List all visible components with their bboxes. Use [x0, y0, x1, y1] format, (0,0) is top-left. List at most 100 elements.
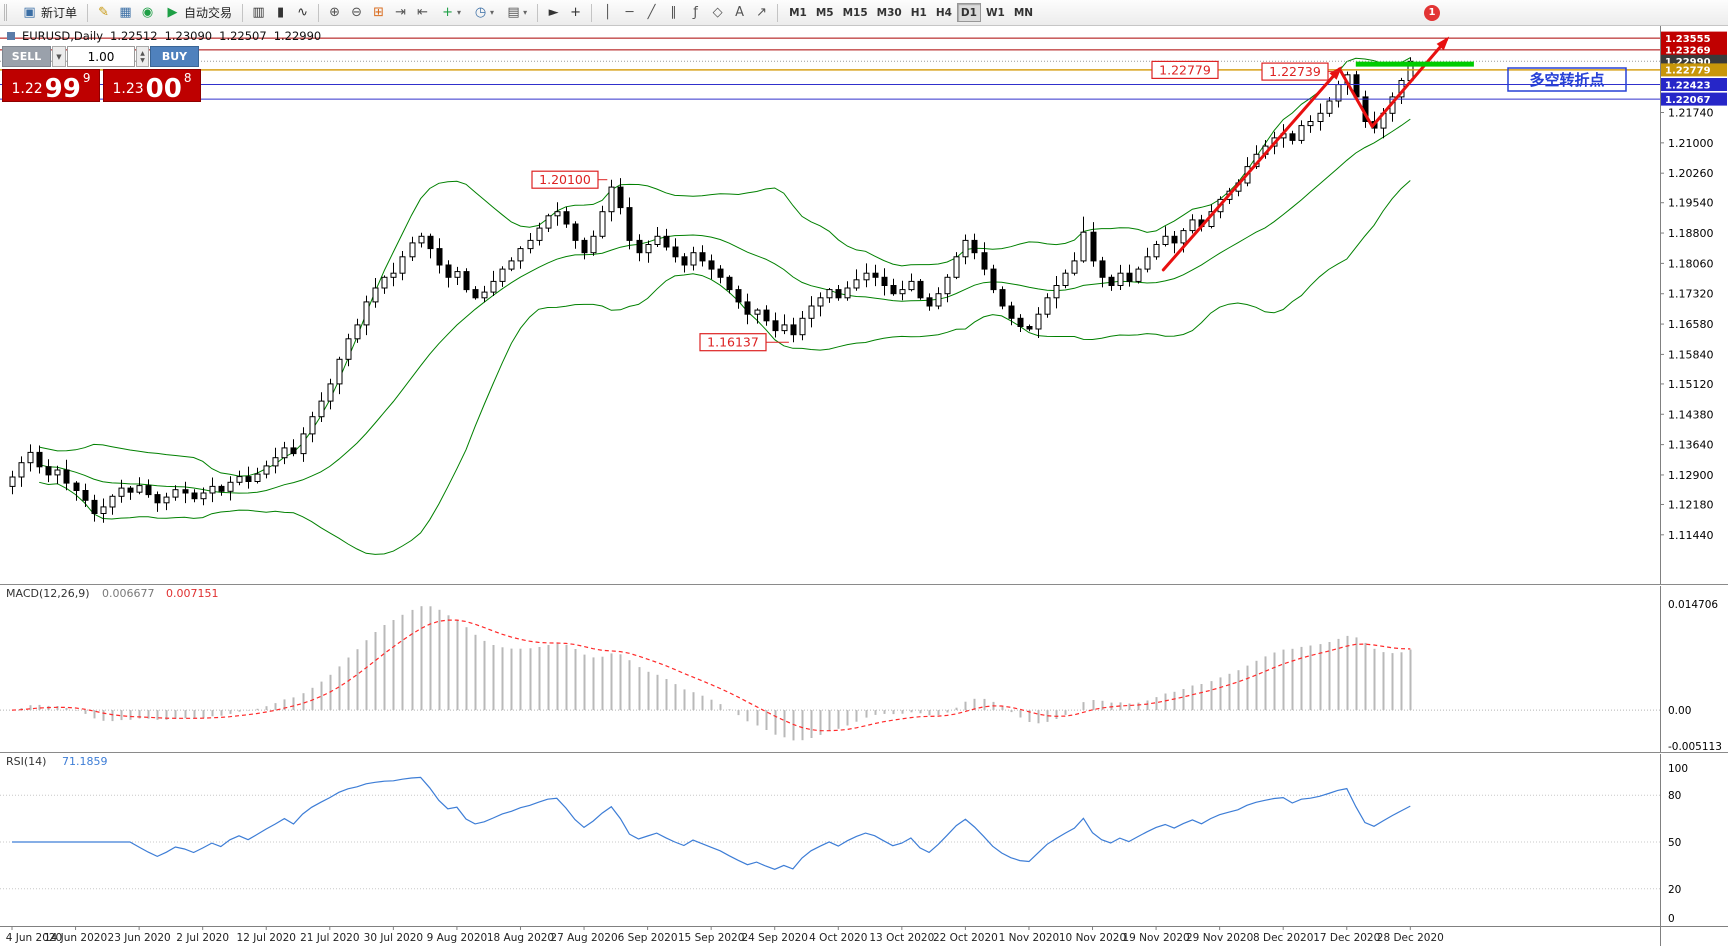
metaeditor-icon[interactable]: ✎	[98, 5, 109, 20]
timeframe-button-m30[interactable]: M30	[873, 3, 906, 22]
ask-pipette: 8	[183, 71, 192, 85]
price-label-text: 1.16137	[707, 335, 759, 350]
timeframe-button-h4[interactable]: H4	[932, 3, 956, 22]
autotrading-icon: ▶	[167, 5, 178, 20]
chart-icon	[7, 32, 15, 40]
tile-windows-icon[interactable]: ⊞	[373, 5, 384, 20]
note-annotation[interactable]: 多空转折点	[1507, 67, 1627, 92]
chevron-down-icon: ▾	[457, 8, 462, 17]
date-label: 18 Aug 2020	[487, 932, 554, 944]
arrow-tool-icon[interactable]: ↗	[756, 5, 768, 20]
autotrading-button[interactable]: ▶ 自动交易	[159, 2, 237, 23]
toolbar: ▣ 新订单 ✎ ▦ ◉ ▶ 自动交易 ▥ ▮ ∿ ⊕ ⊖ ⊞ ⇥ ⇤ + ▾ ◷…	[0, 0, 1728, 26]
date-label: 9 Aug 2020	[427, 932, 488, 944]
price-label-text: 1.22779	[1159, 62, 1211, 77]
order-type-dropdown-icon[interactable]: ▼	[52, 46, 66, 67]
bid-pips: 99	[44, 73, 81, 104]
vertical-line-icon[interactable]: │	[603, 5, 612, 20]
price-tick-label: 1.12900	[1668, 469, 1714, 482]
shapes-icon[interactable]: ◇	[712, 5, 723, 20]
price-tick-label: 1.18060	[1668, 257, 1714, 270]
price-label-box	[531, 170, 599, 189]
chart-shift-icon[interactable]: ⇤	[417, 5, 428, 20]
timeframe-button-h1[interactable]: H1	[907, 3, 931, 22]
timeframe-button-m1[interactable]: M1	[785, 3, 811, 22]
buy-button[interactable]: BUY	[150, 46, 199, 67]
date-label: 8 Dec 2020	[1253, 932, 1313, 944]
crosshair-icon[interactable]: +	[570, 5, 582, 20]
toolbar-grip[interactable]	[4, 4, 12, 21]
svg-text:1.23269: 1.23269	[1665, 46, 1711, 57]
auto-scroll-icon[interactable]: ⇥	[395, 5, 406, 20]
strategy-tester-icon[interactable]: ▦	[119, 5, 132, 20]
timeframe-button-mn[interactable]: MN	[1010, 3, 1037, 22]
price-label-text: 1.22739	[1269, 64, 1321, 79]
rsi-line	[12, 776, 1411, 870]
templates-button[interactable]: ▤ ▾	[500, 2, 532, 23]
stepper-down-icon[interactable]: ▼	[140, 56, 145, 64]
zoom-out-icon[interactable]: ⊖	[351, 5, 362, 20]
macd-panel: MACD(12,26,9) 0.006677 0.007151 0.014706 0.0…	[0, 587, 1722, 753]
channel-icon[interactable]: ∥	[670, 5, 677, 20]
autotrading-label: 自动交易	[184, 6, 233, 20]
periods-button[interactable]: ◷ ▾	[467, 2, 499, 23]
buy-price-button[interactable]: 1.23 00 8	[103, 69, 201, 102]
sell-price-button[interactable]: 1.22 99 9	[2, 69, 100, 102]
price-label-boxes[interactable]: 1.20100 1.16137 1.22779 1.22739	[531, 60, 1343, 352]
panel-separators[interactable]	[0, 584, 1728, 927]
price-tick-label: 1.16580	[1668, 318, 1714, 331]
svg-text:100: 100	[1668, 763, 1688, 775]
indicators-button[interactable]: + ▾	[434, 2, 466, 23]
timeframe-toolbar: M1 M5 M15 M30 H1 H4 D1 W1 MN	[785, 3, 1037, 22]
price-axis: 1.21740 1.21000 1.20260 1.19540 1.18800 1.180…	[1660, 26, 1727, 946]
timeframe-button-m5[interactable]: M5	[812, 3, 838, 22]
svg-text:1.22779: 1.22779	[1665, 66, 1711, 77]
date-label: 12 Jul 2020	[237, 932, 296, 944]
macd-label: MACD(12,26,9)	[6, 587, 90, 600]
bid-pipette: 9	[82, 71, 91, 85]
bid-base: 1.22	[11, 81, 43, 97]
price-tag-1.22423	[1661, 78, 1727, 92]
horizontal-lines[interactable]	[0, 37, 1660, 100]
chevron-down-icon: ▾	[490, 8, 495, 17]
horizontal-line-icon[interactable]: ─	[625, 5, 634, 20]
volume-input[interactable]	[67, 46, 135, 67]
price-tick-label: 1.21740	[1668, 107, 1714, 120]
stepper-up-icon[interactable]: ▲	[140, 49, 145, 57]
price-tick-label: 1.12180	[1668, 498, 1714, 511]
price-tick-label: 1.18800	[1668, 227, 1714, 240]
date-label: 2 Jul 2020	[176, 932, 229, 944]
new-order-button[interactable]: ▣ 新订单	[16, 2, 82, 23]
timeframe-button-m15[interactable]: M15	[839, 3, 872, 22]
candlestick-chart-icon[interactable]: ▮	[276, 5, 285, 20]
text-tool-icon[interactable]: A	[735, 5, 745, 20]
date-label: 23 Jun 2020	[108, 932, 171, 944]
cursor-icon[interactable]: ►	[548, 5, 559, 20]
zoom-in-icon[interactable]: ⊕	[329, 5, 340, 20]
date-label: 6 Sep 2020	[618, 932, 678, 944]
high-value: 1.23090	[164, 29, 213, 43]
price-tick-label: 1.15120	[1668, 378, 1714, 391]
bar-chart-icon[interactable]: ▥	[252, 5, 265, 20]
fibonacci-icon[interactable]: ƒ	[693, 5, 698, 20]
price-tick-label: 1.17320	[1668, 288, 1714, 301]
trend-arrows[interactable]	[1161, 36, 1450, 272]
ask-pips: 00	[145, 73, 182, 104]
line-chart-icon[interactable]: ∿	[297, 5, 308, 20]
trendline-icon[interactable]: ╱	[647, 5, 656, 20]
notification-badge[interactable]: 1	[1424, 5, 1440, 21]
periods-icon: ◷	[474, 5, 487, 20]
price-tick-label: 1.13640	[1668, 439, 1714, 452]
algo-trading-icon[interactable]: ◉	[141, 5, 154, 20]
ask-base: 1.23	[112, 81, 144, 97]
timeframe-button-w1[interactable]: W1	[982, 3, 1009, 22]
sell-button[interactable]: SELL	[2, 46, 51, 67]
timeframe-button-d1[interactable]: D1	[956, 3, 981, 22]
date-label: 19 Nov 2020	[1122, 932, 1189, 944]
volume-stepper[interactable]: ▲ ▼	[136, 46, 149, 67]
open-value: 1.22512	[110, 29, 158, 43]
svg-text:20: 20	[1668, 884, 1681, 896]
